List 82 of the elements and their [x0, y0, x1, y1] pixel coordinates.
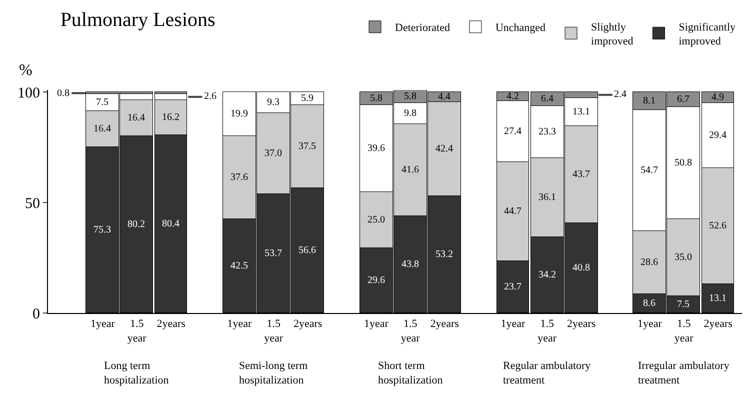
data-label: 27.4 — [504, 126, 522, 137]
data-label: 5.8 — [404, 90, 416, 102]
data-label: 37.5 — [298, 140, 316, 152]
data-label: 40.8 — [572, 262, 590, 274]
data-label: 6.7 — [677, 94, 690, 105]
data-label: 52.6 — [709, 220, 726, 232]
legend-label: Significantly improved — [678, 21, 736, 48]
data-label: 2.4 — [614, 89, 626, 100]
data-label: 7.5 — [677, 298, 690, 310]
x-tick-label: 1year — [227, 318, 252, 330]
data-label: 16.4 — [94, 123, 111, 134]
text: Irregular ambulatory treatment — [638, 360, 730, 386]
data-label: 7.5 — [96, 96, 108, 108]
data-label: 43.7 — [572, 168, 590, 180]
text: Short term hospitalization — [378, 360, 444, 386]
x-tick-label: 2years — [293, 318, 322, 330]
x-tick-label: 2years — [566, 318, 596, 330]
data-label: 37.0 — [264, 148, 282, 159]
x-tick-label: 1.5 year — [538, 318, 557, 344]
data-label: 4.4 — [438, 91, 450, 102]
data-label: 5.8 — [370, 92, 382, 104]
data-label: 53.7 — [264, 248, 282, 259]
y-tick-label: 50 — [25, 196, 40, 212]
data-label: 41.6 — [402, 164, 419, 176]
text: Regular ambulatory treatment — [503, 360, 592, 386]
x-tick-label: 1.5 year — [127, 318, 147, 344]
data-label: 39.6 — [368, 142, 385, 154]
data-label: 37.6 — [230, 172, 248, 183]
x-tick-label: 1year — [90, 318, 116, 330]
data-label: 43.8 — [402, 258, 419, 270]
data-label: 25.0 — [368, 214, 385, 226]
data-label: 35.0 — [674, 252, 692, 263]
data-label: 6.4 — [541, 93, 554, 104]
data-label: 0.8 — [57, 88, 70, 99]
data-label: 23.3 — [538, 126, 556, 138]
data-label: 16.2 — [162, 112, 180, 123]
x-tick-label: 1.5 year — [400, 318, 420, 344]
data-label: 8.1 — [643, 95, 656, 106]
x-tick-label: 2years — [430, 318, 459, 330]
data-label: 19.9 — [230, 108, 248, 120]
data-label: 42.4 — [436, 143, 453, 154]
y-axis-title: % — [19, 62, 32, 79]
x-tick-label: 2years — [156, 318, 186, 330]
data-label: 80.4 — [162, 218, 180, 230]
chart-title: Pulmonary Lesions — [60, 9, 216, 32]
x-tick-label: 1.5 year — [674, 318, 694, 344]
x-tick-label: 1year — [637, 318, 662, 330]
data-label: 23.7 — [504, 281, 522, 292]
data-label: 42.5 — [230, 260, 248, 272]
data-label: 29.6 — [368, 274, 385, 286]
legend-label: Slightly improved — [591, 21, 634, 48]
x-tick-label: 1.5 year — [264, 318, 284, 344]
data-label: 75.3 — [94, 224, 111, 236]
x-tick-label: 2years — [704, 318, 732, 330]
data-label: 29.4 — [709, 130, 726, 141]
data-label: 2.6 — [204, 91, 216, 102]
data-label: 5.9 — [301, 92, 314, 104]
data-label: 13.1 — [709, 292, 726, 304]
data-label: 9.3 — [267, 96, 280, 108]
data-label: 54.7 — [640, 164, 658, 176]
data-label: 4.2 — [506, 90, 519, 102]
data-label: 53.2 — [436, 248, 453, 260]
data-label: 13.1 — [572, 106, 590, 118]
data-label: 50.8 — [674, 157, 692, 168]
data-label: 36.1 — [538, 192, 556, 203]
legend-label: Unchanged — [495, 22, 546, 34]
data-label: 34.2 — [538, 269, 556, 280]
text: Long term hospitalization — [104, 360, 170, 386]
x-tick-label: 1year — [500, 318, 526, 330]
data-label: 56.6 — [298, 244, 316, 256]
text: Semi-long term hospitalization — [239, 360, 308, 386]
data-label: 9.8 — [404, 108, 416, 119]
data-label: 16.4 — [128, 112, 145, 124]
x-tick-label: 1year — [364, 318, 389, 330]
data-label: 28.6 — [640, 256, 658, 268]
data-label: 4.9 — [712, 92, 724, 103]
y-tick-label: 100 — [18, 85, 40, 102]
legend-label: Deteriorated — [395, 22, 450, 34]
y-tick-label: 0 — [32, 306, 40, 322]
data-label: 44.7 — [504, 206, 522, 217]
data-label: 8.6 — [643, 298, 656, 309]
data-label: 80.2 — [128, 218, 145, 230]
